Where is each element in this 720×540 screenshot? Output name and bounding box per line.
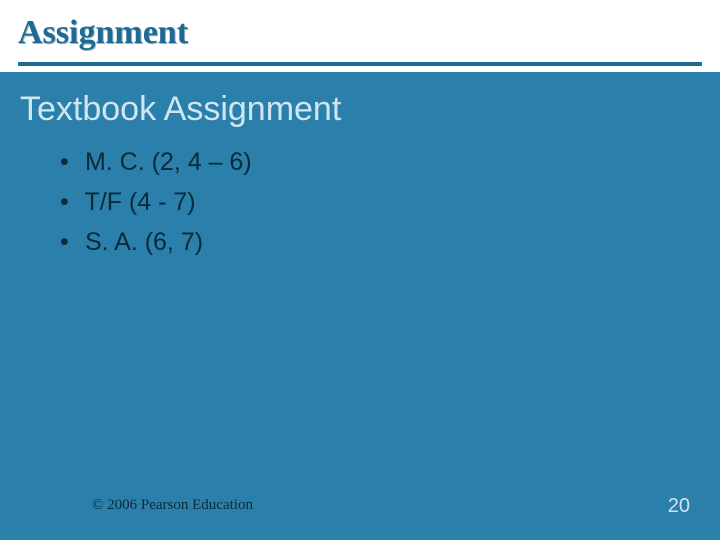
- subtitle: Textbook Assignment: [20, 90, 341, 129]
- slide: Assignment Textbook Assignment • M. C. (…: [0, 0, 720, 540]
- bullet-marker: •: [60, 182, 78, 222]
- list-item: • S. A. (6, 7): [60, 222, 252, 262]
- bullet-list: • M. C. (2, 4 – 6) • T/F (4 - 7) • S. A.…: [60, 142, 252, 262]
- bullet-marker: •: [60, 142, 78, 182]
- footer-copyright: © 2006 Pearson Education: [92, 497, 253, 514]
- body-area: Textbook Assignment • M. C. (2, 4 – 6) •…: [0, 72, 720, 540]
- bullet-marker: •: [60, 222, 78, 262]
- list-item: • T/F (4 - 7): [60, 182, 252, 222]
- slide-title: Assignment: [18, 14, 188, 52]
- bullet-text: S. A. (6, 7): [85, 228, 203, 256]
- bullet-text: T/F (4 - 7): [85, 188, 196, 216]
- list-item: • M. C. (2, 4 – 6): [60, 142, 252, 182]
- page-number: 20: [668, 495, 690, 518]
- bullet-text: M. C. (2, 4 – 6): [85, 148, 252, 176]
- header-area: Assignment: [0, 0, 720, 72]
- title-underline: [18, 62, 702, 66]
